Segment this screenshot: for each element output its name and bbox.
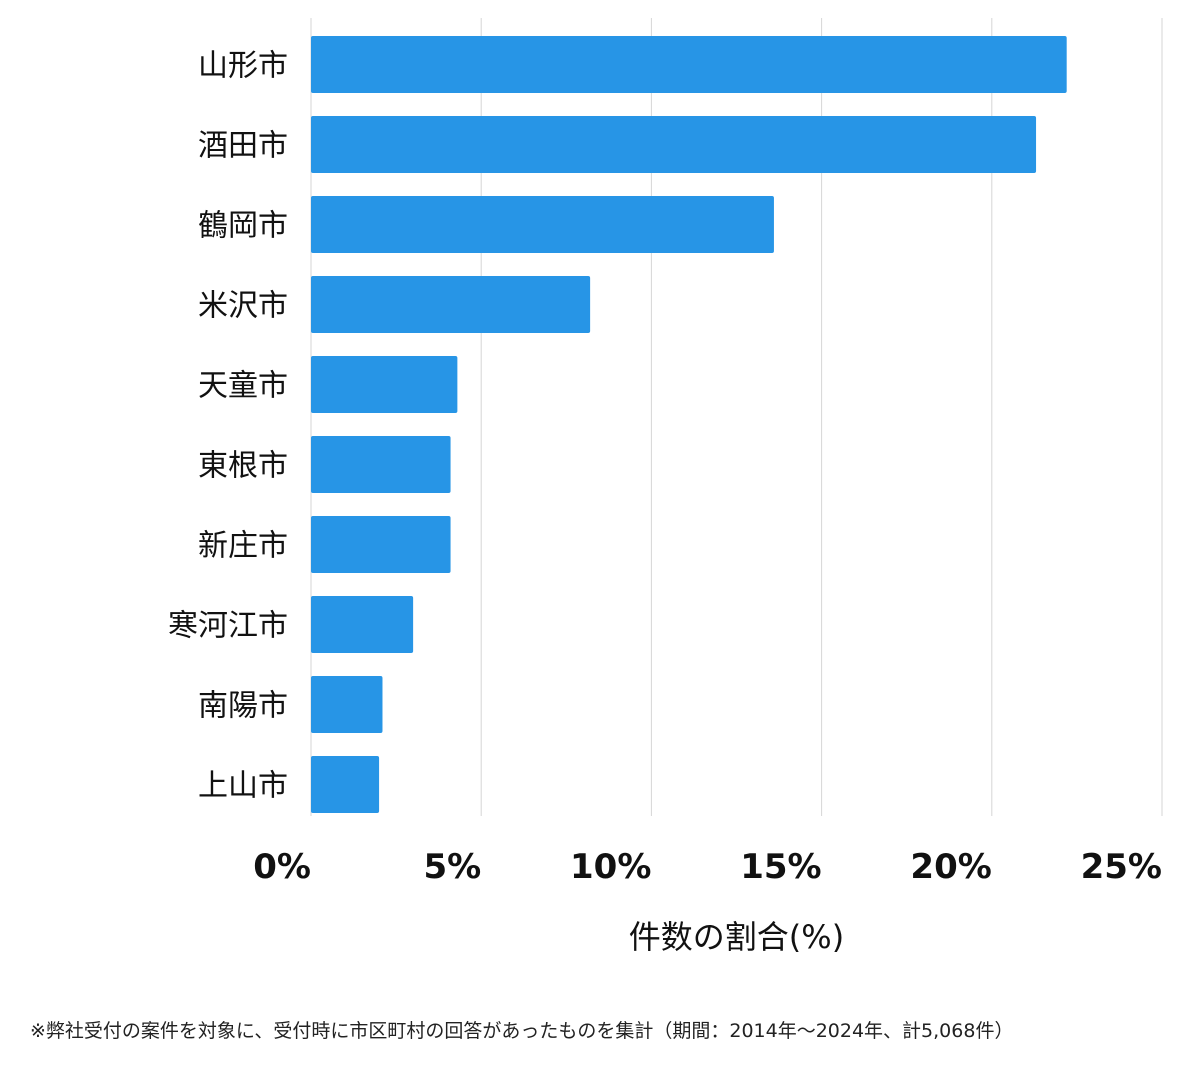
y-category-label: 米沢市 bbox=[198, 289, 288, 324]
footnote: ※弊社受付の案件を対象に、受付時に市区町村の回答があったものを集計（期間：201… bbox=[30, 1020, 1014, 1042]
bar bbox=[311, 116, 1037, 173]
bar bbox=[311, 196, 774, 253]
y-category-label: 天童市 bbox=[198, 369, 288, 404]
bar bbox=[311, 436, 451, 493]
bar bbox=[311, 36, 1067, 93]
x-tick-label: 20% bbox=[910, 847, 991, 887]
y-category-label: 東根市 bbox=[198, 449, 288, 484]
x-tick-label: 15% bbox=[740, 847, 821, 887]
x-tick-label: 10% bbox=[570, 847, 651, 887]
y-category-label: 南陽市 bbox=[198, 689, 288, 724]
bar bbox=[311, 596, 414, 653]
bar-chart: 0% 5% 10% 15% 20% 25% 山形市酒田市鶴岡市米沢市天童市東根市新庄市寒河江… bbox=[168, 18, 1163, 956]
bar bbox=[311, 276, 591, 333]
bar bbox=[311, 356, 458, 413]
y-category-label: 新庄市 bbox=[198, 529, 288, 564]
y-category-label: 上山市 bbox=[198, 769, 288, 804]
bar bbox=[311, 756, 380, 813]
bar bbox=[311, 516, 451, 573]
y-category-label: 鶴岡市 bbox=[198, 209, 288, 244]
y-category-label: 寒河江市 bbox=[168, 609, 288, 644]
y-category-label: 山形市 bbox=[198, 49, 288, 84]
x-tick-label: 5% bbox=[423, 847, 481, 887]
y-category-label: 酒田市 bbox=[198, 129, 288, 164]
bar bbox=[311, 676, 383, 733]
x-tick-label: 0% bbox=[253, 847, 311, 887]
x-axis-label: 件数の割合(%) bbox=[629, 918, 844, 956]
x-tick-label: 25% bbox=[1081, 847, 1162, 887]
